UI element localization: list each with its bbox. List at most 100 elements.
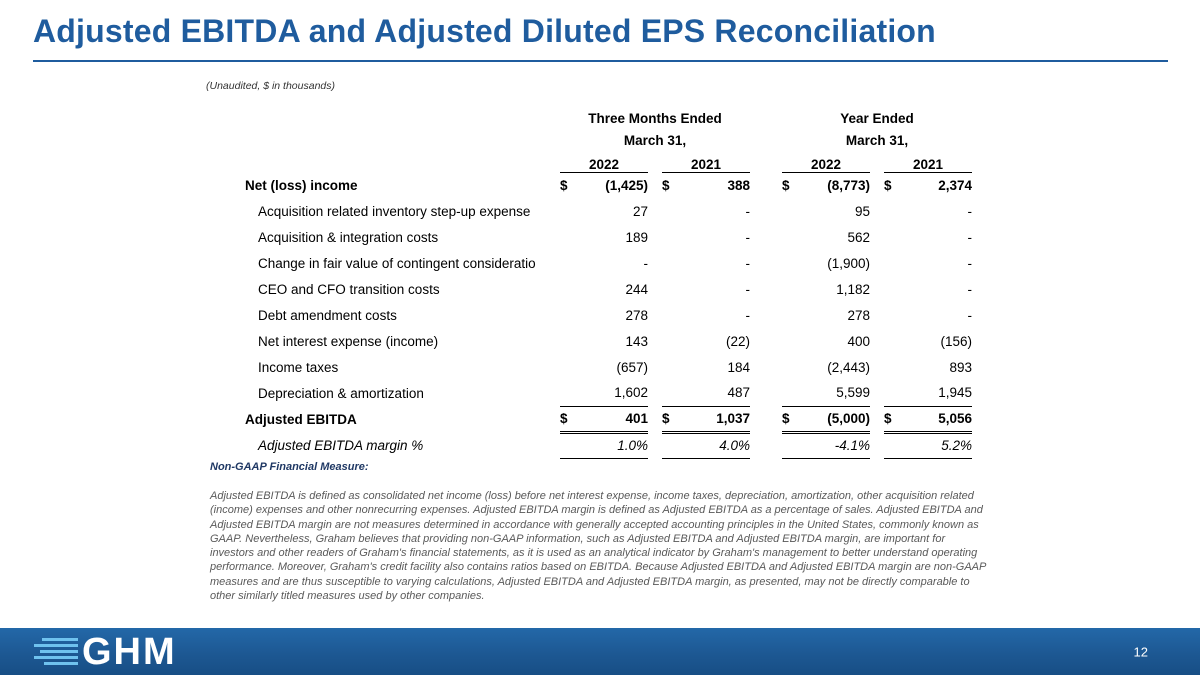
value-cell: 562 xyxy=(847,229,870,245)
group-header-year-ended: Year Ended xyxy=(840,111,914,126)
column-spacer xyxy=(648,406,662,432)
currency-cell xyxy=(884,198,906,224)
logo-text: GHM xyxy=(82,630,177,673)
footnote-heading: Non-GAAP Financial Measure: xyxy=(210,461,369,473)
currency-cell xyxy=(884,250,906,276)
year-header: 2021 xyxy=(884,148,972,173)
currency-cell xyxy=(884,328,906,354)
currency-cell xyxy=(560,250,582,276)
header-spacer xyxy=(750,148,782,172)
value-cell: (1,900) xyxy=(827,255,870,271)
year-header: 2022 xyxy=(560,148,648,173)
header-spacer xyxy=(750,104,782,126)
currency-cell xyxy=(662,250,684,276)
table-row: Acquisition & integration costs 189 - 562 - xyxy=(245,224,972,250)
value-cell: - xyxy=(745,307,751,323)
column-spacer xyxy=(648,224,662,250)
group-gap xyxy=(750,172,782,198)
group-header-row-2: March 31, March 31, xyxy=(245,126,972,148)
column-spacer xyxy=(870,302,884,328)
group-subheader-year-ended: March 31, xyxy=(845,133,909,148)
group-gap xyxy=(750,250,782,276)
currency-cell xyxy=(782,432,804,459)
value-cell: - xyxy=(745,229,751,245)
currency-cell: $ xyxy=(662,177,670,193)
currency-cell xyxy=(560,302,582,328)
year-header-row: 2022 2021 2022 2021 xyxy=(245,148,972,173)
column-spacer xyxy=(648,432,662,458)
column-spacer xyxy=(648,172,662,198)
row-label: Change in fair value of contingent consi… xyxy=(258,255,536,271)
table-row: Change in fair value of contingent consi… xyxy=(245,250,972,276)
group-gap xyxy=(750,224,782,250)
currency-cell xyxy=(560,276,582,302)
value-cell: 893 xyxy=(949,359,972,375)
table-row: Adjusted EBITDA $401 $1,037 $ (5,000) $5,056 xyxy=(245,405,972,434)
value-cell: 1,945 xyxy=(938,385,972,401)
header-spacer xyxy=(245,104,560,126)
currency-cell xyxy=(560,380,582,406)
value-cell: 1.0% xyxy=(582,432,648,459)
header-spacer xyxy=(245,148,560,172)
column-spacer xyxy=(648,328,662,354)
subtitle: (Unaudited, $ in thousands) xyxy=(206,80,335,92)
row-label: Acquisition & integration costs xyxy=(258,229,439,245)
table-row: CEO and CFO transition costs 244 - 1,182 - xyxy=(245,276,972,302)
value-cell: 487 xyxy=(727,385,750,401)
column-spacer xyxy=(870,432,884,458)
value-cell: 244 xyxy=(625,281,648,297)
column-spacer xyxy=(870,406,884,432)
row-label: CEO and CFO transition costs xyxy=(258,281,440,297)
group-gap xyxy=(750,276,782,302)
group-gap xyxy=(750,432,782,458)
value-cell: (156) xyxy=(940,333,972,349)
footnote-body: Adjusted EBITDA is defined as consolidat… xyxy=(210,490,986,603)
value-cell: 184 xyxy=(727,359,750,375)
value-cell: - xyxy=(967,281,973,297)
value-cell: 1,037 xyxy=(684,405,750,434)
currency-cell xyxy=(782,354,804,380)
currency-cell: $ xyxy=(782,177,790,193)
value-cell: 1,182 xyxy=(836,281,870,297)
currency-cell: $ xyxy=(884,177,892,193)
reconciliation-table: Three Months Ended Year Ended March 31, … xyxy=(245,104,972,459)
value-cell: 4.0% xyxy=(684,432,750,459)
value-cell: (1,425) xyxy=(605,177,648,193)
row-label: Adjusted EBITDA margin % xyxy=(258,437,424,453)
currency-cell xyxy=(560,328,582,354)
currency-cell xyxy=(560,224,582,250)
currency-cell xyxy=(662,328,684,354)
footer-bar: GHM 12 xyxy=(0,628,1200,675)
column-spacer xyxy=(870,172,884,198)
column-spacer xyxy=(648,354,662,380)
row-label: Net (loss) income xyxy=(245,177,358,193)
row-label: Depreciation & amortization xyxy=(258,385,424,401)
currency-cell xyxy=(560,354,582,380)
currency-cell xyxy=(662,224,684,250)
value-cell: - xyxy=(745,281,751,297)
value-cell: (22) xyxy=(725,333,750,349)
group-header-row-1: Three Months Ended Year Ended xyxy=(245,104,972,126)
column-spacer xyxy=(870,224,884,250)
column-spacer xyxy=(870,380,884,406)
column-spacer xyxy=(648,276,662,302)
currency-cell xyxy=(884,276,906,302)
header-spacer xyxy=(870,148,884,172)
currency-cell xyxy=(662,302,684,328)
table-row: Income taxes (657) 184 (2,443) 893 xyxy=(245,354,972,380)
row-label: Adjusted EBITDA xyxy=(245,411,357,427)
currency-cell xyxy=(782,302,804,328)
column-spacer xyxy=(648,198,662,224)
currency-cell xyxy=(782,380,804,406)
currency-cell: $ xyxy=(782,405,804,434)
column-spacer xyxy=(648,302,662,328)
year-header: 2021 xyxy=(662,148,750,173)
column-spacer xyxy=(870,354,884,380)
currency-cell: $ xyxy=(662,405,684,434)
value-cell: 1,602 xyxy=(614,385,648,401)
value-cell: (8,773) xyxy=(827,177,870,193)
value-cell: 2,374 xyxy=(938,177,972,193)
value-cell: - xyxy=(745,255,751,271)
table-row: Debt amendment costs 278 - 278 - xyxy=(245,302,972,328)
group-gap xyxy=(750,328,782,354)
